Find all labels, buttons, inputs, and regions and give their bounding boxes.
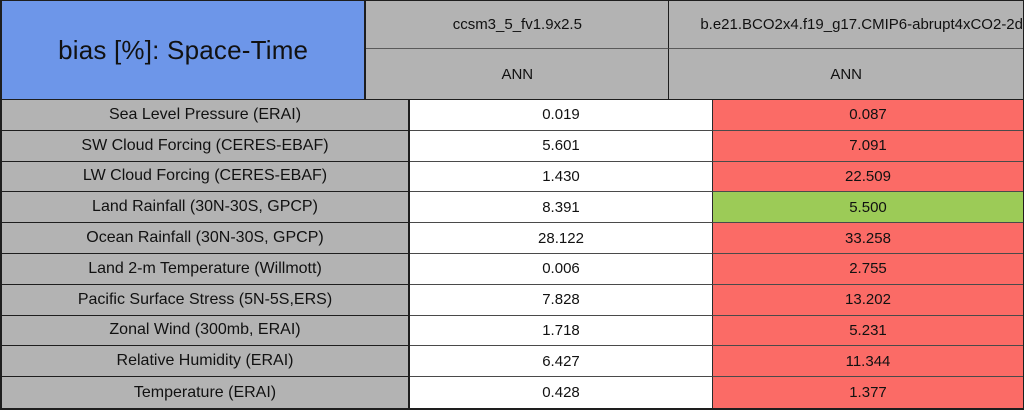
value-model-2: 13.202 — [713, 284, 1023, 316]
row-label: Pacific Surface Stress (5N-5S,ERS) — [2, 284, 410, 316]
season-header-model-2: ANN — [669, 49, 1023, 100]
value-model-1: 0.006 — [410, 253, 713, 285]
value-model-1: 1.430 — [410, 161, 713, 193]
value-model-1: 28.122 — [410, 223, 713, 254]
table-row: Temperature (ERAI) 0.428 1.377 — [2, 377, 1023, 408]
table-row: Ocean Rainfall (30N-30S, GPCP) 28.122 33… — [2, 223, 1023, 254]
row-label: Zonal Wind (300mb, ERAI) — [2, 315, 410, 347]
value-model-2: 0.087 — [713, 100, 1023, 131]
value-model-1: 6.427 — [410, 346, 713, 378]
table-row: LW Cloud Forcing (CERES-EBAF) 1.430 22.5… — [2, 161, 1023, 193]
value-model-1: 0.428 — [410, 377, 713, 408]
table-row: Relative Humidity (ERAI) 6.427 11.344 — [2, 346, 1023, 378]
row-label: Temperature (ERAI) — [2, 377, 410, 408]
value-model-2: 7.091 — [713, 130, 1023, 162]
table-body: Sea Level Pressure (ERAI) 0.019 0.087 SW… — [2, 100, 1023, 408]
value-model-2: 33.258 — [713, 223, 1023, 254]
value-model-2: 5.500 — [713, 192, 1023, 224]
table-title: bias [%]: Space-Time — [58, 34, 309, 65]
row-label: Land 2-m Temperature (Willmott) — [2, 253, 410, 285]
row-label: SW Cloud Forcing (CERES-EBAF) — [2, 130, 410, 162]
row-label: Sea Level Pressure (ERAI) — [2, 100, 410, 131]
value-model-1: 0.019 — [410, 100, 713, 131]
value-model-2: 5.231 — [713, 315, 1023, 347]
value-model-1: 1.718 — [410, 315, 713, 347]
value-model-2: 22.509 — [713, 161, 1023, 193]
table-row: SW Cloud Forcing (CERES-EBAF) 5.601 7.09… — [2, 130, 1023, 162]
value-model-2: 2.755 — [713, 253, 1023, 285]
table-row: Zonal Wind (300mb, ERAI) 1.718 5.231 — [2, 315, 1023, 347]
value-model-2: 1.377 — [713, 377, 1023, 408]
value-model-2: 11.344 — [713, 346, 1023, 378]
column-header-model-1: ccsm3_5_fv1.9x2.5 — [366, 1, 670, 49]
model-name-row: ccsm3_5_fv1.9x2.5 b.e21.BCO2x4.f19_g17.C… — [366, 1, 1023, 49]
table-row: Land 2-m Temperature (Willmott) 0.006 2.… — [2, 253, 1023, 285]
season-row: ANN ANN — [366, 49, 1023, 100]
column-header-model-2: b.e21.BCO2x4.f19_g17.CMIP6-abrupt4xCO2-2… — [669, 1, 1023, 49]
table-title-cell: bias [%]: Space-Time — [2, 1, 367, 100]
row-label: Land Rainfall (30N-30S, GPCP) — [2, 192, 410, 224]
row-label: LW Cloud Forcing (CERES-EBAF) — [2, 161, 410, 193]
value-model-1: 5.601 — [410, 130, 713, 162]
table-row: Pacific Surface Stress (5N-5S,ERS) 7.828… — [2, 284, 1023, 316]
table-header: bias [%]: Space-Time ccsm3_5_fv1.9x2.5 b… — [2, 1, 1023, 100]
column-headers: ccsm3_5_fv1.9x2.5 b.e21.BCO2x4.f19_g17.C… — [366, 1, 1023, 100]
table-row: Sea Level Pressure (ERAI) 0.019 0.087 — [2, 100, 1023, 131]
value-model-1: 8.391 — [410, 192, 713, 224]
row-label: Ocean Rainfall (30N-30S, GPCP) — [2, 223, 410, 254]
table-row: Land Rainfall (30N-30S, GPCP) 8.391 5.50… — [2, 192, 1023, 224]
value-model-1: 7.828 — [410, 284, 713, 316]
season-header-model-1: ANN — [366, 49, 670, 100]
row-label: Relative Humidity (ERAI) — [2, 346, 410, 378]
